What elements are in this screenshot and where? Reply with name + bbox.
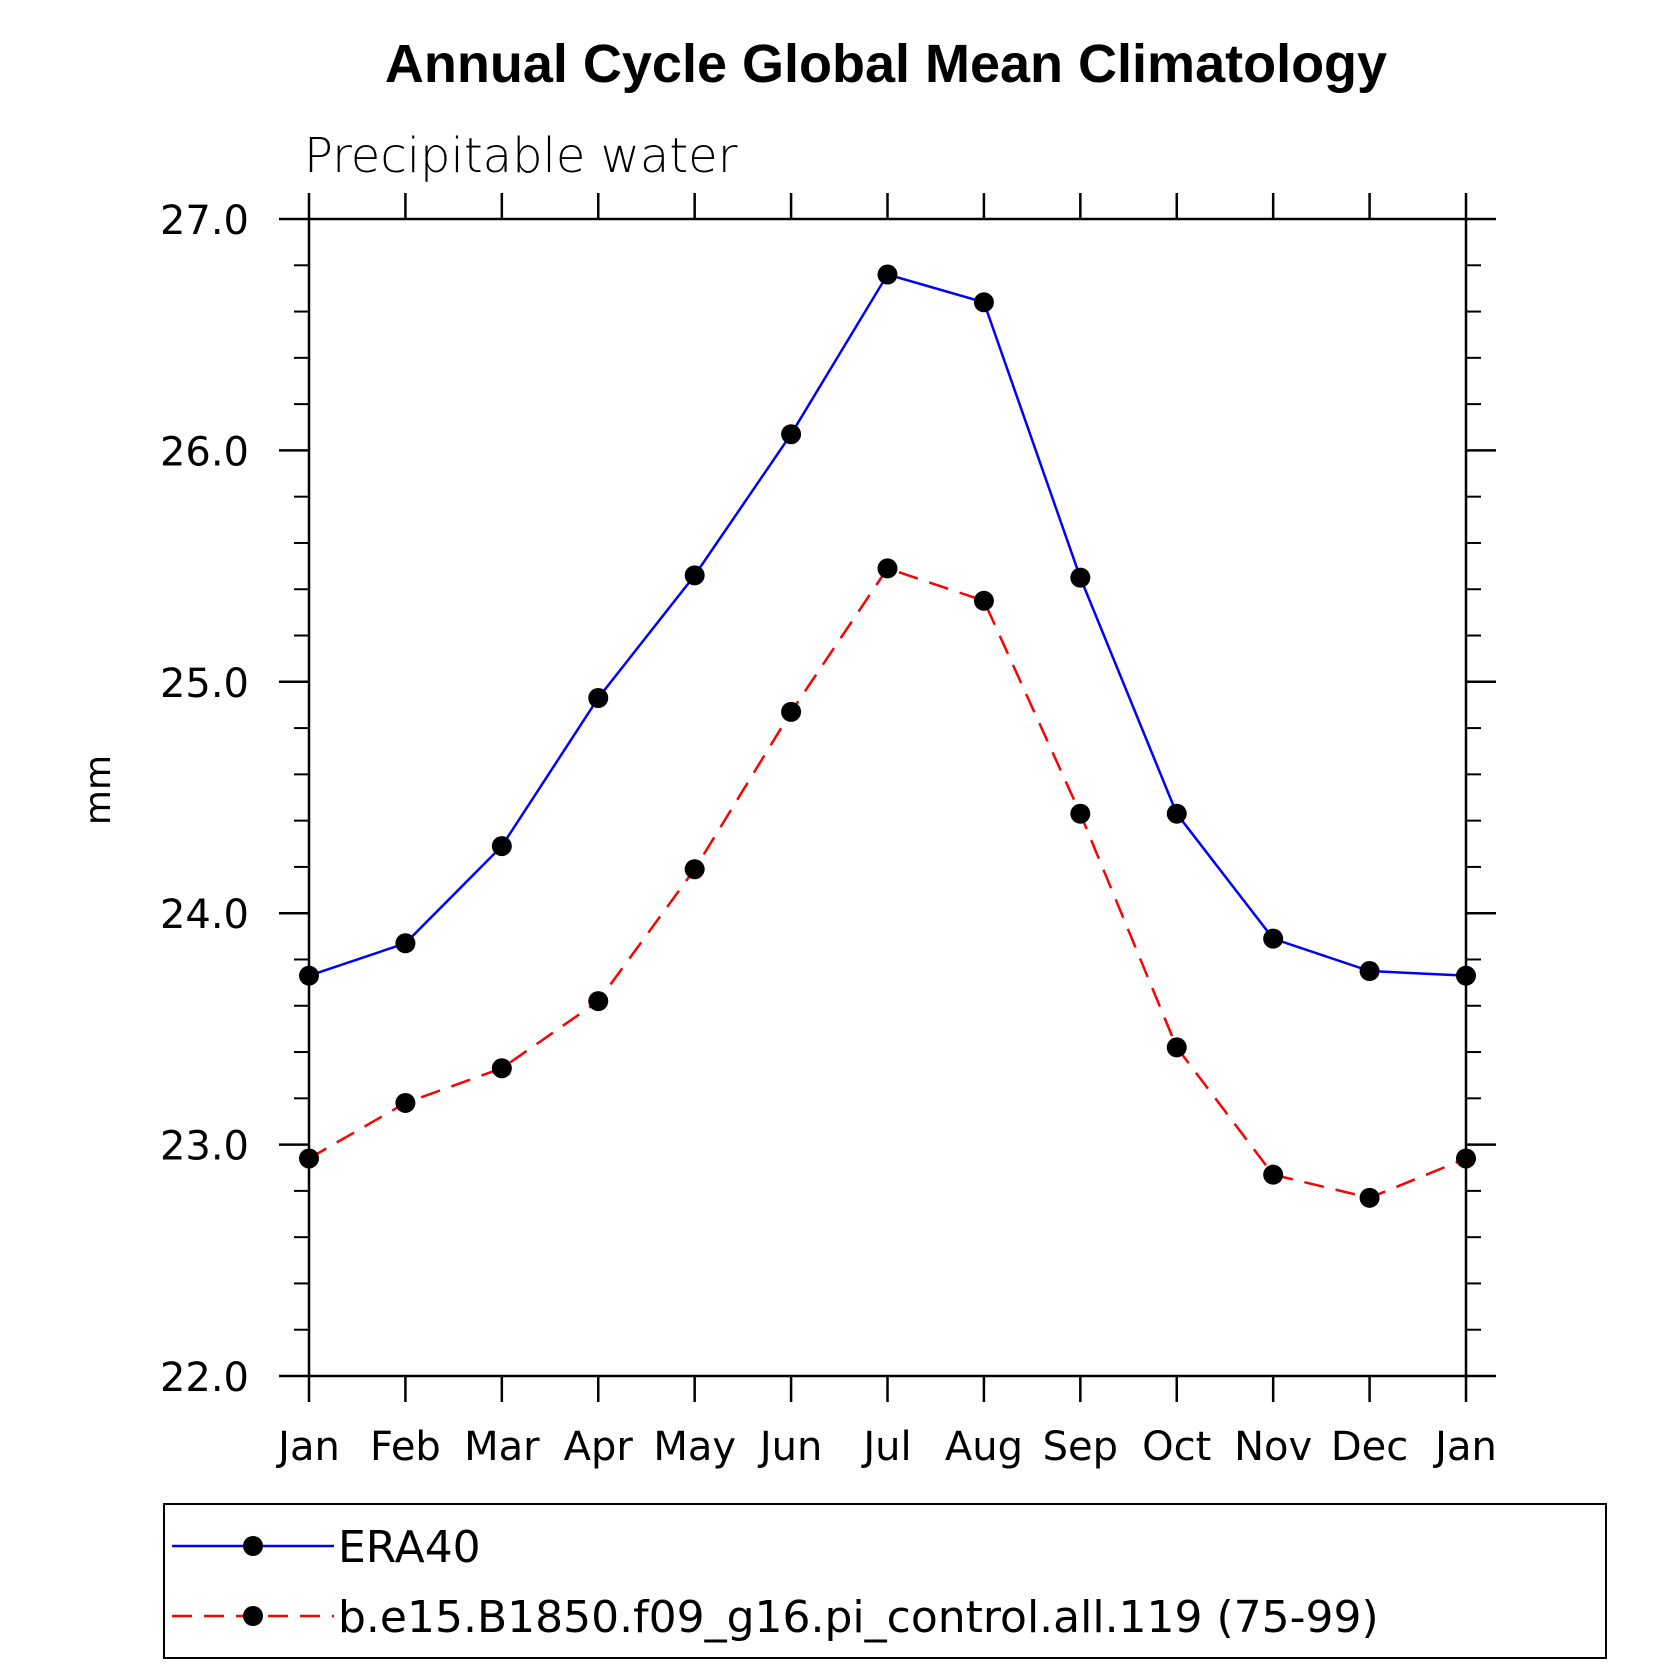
plot-frame xyxy=(307,217,1468,1378)
data-point-series-0 xyxy=(1456,965,1476,986)
y-axis-label: mm xyxy=(78,755,119,825)
x-tick-label: Jan xyxy=(1432,1424,1497,1470)
data-point-series-1 xyxy=(1166,1037,1187,1058)
chart-subtitle: Precipitable water xyxy=(304,128,738,184)
data-point-series-1 xyxy=(684,859,705,880)
x-tick-label: Jul xyxy=(860,1424,911,1470)
data-point-series-1 xyxy=(973,590,994,611)
x-tick-label: Oct xyxy=(1142,1424,1211,1470)
series-layer xyxy=(299,264,1476,1208)
legend-marker-model xyxy=(243,1606,263,1626)
x-tick-label: Feb xyxy=(370,1424,441,1470)
x-tick-label: Sep xyxy=(1043,1424,1118,1470)
data-point-series-1 xyxy=(395,1092,416,1113)
legend-label-era40: ERA40 xyxy=(338,1522,481,1573)
x-tick-label: Dec xyxy=(1331,1424,1408,1470)
data-point-series-1 xyxy=(588,991,609,1012)
data-point-series-0 xyxy=(1263,928,1284,949)
x-tick-label: Apr xyxy=(564,1424,634,1470)
data-point-series-1 xyxy=(1070,803,1091,824)
x-tick-label: Aug xyxy=(945,1424,1023,1470)
x-tick-label: May xyxy=(653,1424,736,1470)
legend: ERA40 b.e15.B1850.f09_g16.pi_control.all… xyxy=(163,1503,1607,1659)
series-line-1 xyxy=(308,566,1467,1200)
data-point-series-0 xyxy=(1166,803,1187,824)
series-line-0 xyxy=(308,273,1467,977)
data-point-series-0 xyxy=(299,965,319,986)
x-tick-label: Mar xyxy=(464,1424,540,1470)
x-tick-label: Jan xyxy=(275,1424,340,1470)
y-tick-label: 26.0 xyxy=(160,429,249,475)
data-point-series-1 xyxy=(491,1058,512,1079)
legend-label-model: b.e15.B1850.f09_g16.pi_control.all.119 (… xyxy=(338,1592,1379,1643)
data-point-series-1 xyxy=(781,701,802,722)
legend-marker-era40 xyxy=(243,1536,263,1556)
x-tick-label: Nov xyxy=(1234,1424,1312,1470)
axes: Jan Feb Mar Apr May Jun Jul Aug Sep Oct Nov Dec Jan 2… xyxy=(160,193,1497,1470)
data-point-series-1 xyxy=(877,558,898,579)
data-point-series-1 xyxy=(1359,1187,1380,1208)
data-point-series-1 xyxy=(1263,1164,1284,1185)
data-point-series-0 xyxy=(395,933,416,954)
data-point-series-0 xyxy=(684,565,705,586)
data-point-series-0 xyxy=(877,264,898,285)
data-point-series-0 xyxy=(973,292,994,313)
y-tick-label: 22.0 xyxy=(160,1355,249,1401)
y-tick-label: 27.0 xyxy=(160,198,249,244)
data-point-series-0 xyxy=(781,424,802,445)
data-point-series-0 xyxy=(1070,567,1091,588)
data-point-series-0 xyxy=(491,836,512,857)
legend-box xyxy=(163,1503,1607,1659)
x-tick-label: Jun xyxy=(757,1424,823,1470)
y-tick-label: 25.0 xyxy=(160,661,249,707)
data-point-series-1 xyxy=(1456,1148,1476,1169)
data-point-series-0 xyxy=(588,687,609,708)
chart-title: Annual Cycle Global Mean Climatology xyxy=(385,34,1387,94)
y-tick-label: 24.0 xyxy=(160,892,249,938)
y-tick-label: 23.0 xyxy=(160,1124,249,1170)
data-point-series-1 xyxy=(299,1148,319,1169)
data-point-series-0 xyxy=(1359,961,1380,982)
